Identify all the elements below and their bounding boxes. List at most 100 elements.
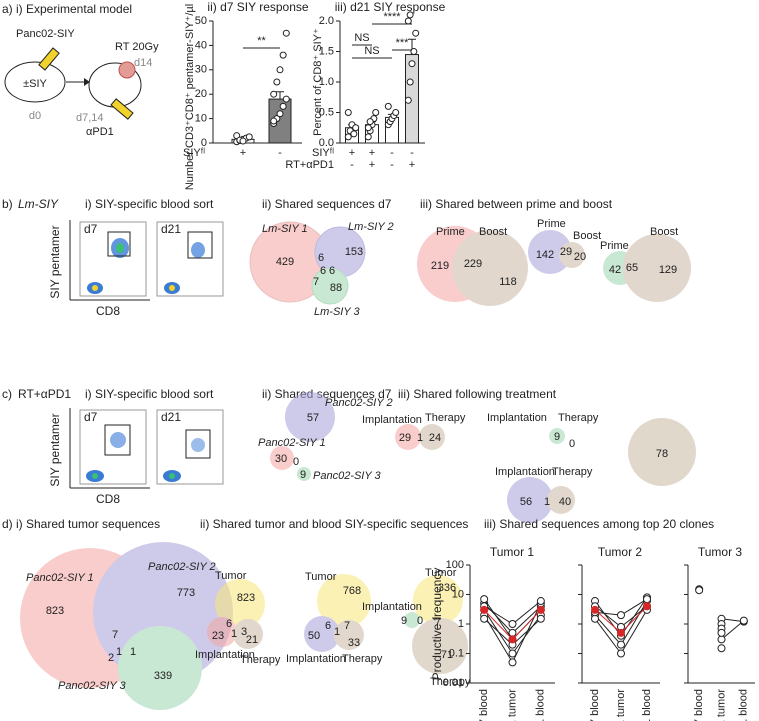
chart-title: Tumor 2 bbox=[598, 545, 643, 559]
data-point bbox=[270, 90, 278, 98]
venn-label: Tumor bbox=[425, 567, 457, 579]
data-point bbox=[536, 597, 545, 606]
venn-label: Panc02-SIY 2 bbox=[325, 397, 393, 409]
y-tick-label: 1 bbox=[458, 618, 464, 630]
x-tick-label: d7 blood bbox=[589, 689, 601, 721]
venn-count: 2 bbox=[108, 652, 114, 664]
venn-count: 229 bbox=[464, 258, 482, 270]
venn-count: 24 bbox=[429, 432, 441, 444]
row-value: + bbox=[369, 147, 375, 159]
venn-count: 7 bbox=[112, 629, 118, 641]
y-axis-label: SIY pentamer bbox=[48, 225, 62, 298]
venn-label: Therapy bbox=[425, 412, 466, 424]
data-point bbox=[480, 595, 489, 604]
x-tick-label: d7 blood bbox=[693, 689, 705, 721]
row-value: - bbox=[410, 147, 414, 159]
venn-count: 6 bbox=[320, 265, 326, 277]
data-point bbox=[276, 66, 284, 74]
y-tick-label: 1.5 bbox=[319, 45, 334, 57]
data-point bbox=[406, 78, 414, 86]
data-point bbox=[617, 611, 625, 620]
row-label: SIYᶠˡ bbox=[312, 147, 334, 159]
data-point bbox=[279, 102, 287, 110]
day-label: d0 bbox=[29, 110, 41, 122]
row-value: - bbox=[390, 147, 394, 159]
row-value: - bbox=[350, 159, 354, 171]
x-axis-label: CD8 bbox=[96, 304, 120, 318]
x-axis-label: CD8 bbox=[96, 492, 120, 506]
venn bbox=[270, 392, 335, 481]
data-point bbox=[245, 133, 253, 141]
row-value: + bbox=[409, 159, 415, 171]
y-axis-label: Productive frequency bbox=[430, 568, 444, 681]
data-point bbox=[617, 640, 625, 649]
venn-count: 773 bbox=[177, 587, 195, 599]
data-point bbox=[364, 124, 372, 132]
x-tick-label: d21 tumor bbox=[615, 689, 627, 721]
venn-count: 0 bbox=[569, 438, 575, 450]
venn-label: Therapy bbox=[342, 653, 383, 665]
data-point bbox=[282, 95, 290, 103]
venn-count: 339 bbox=[154, 670, 172, 682]
venn-count: 6 bbox=[318, 252, 324, 264]
venn-count: 88 bbox=[330, 282, 342, 294]
venn-count: 9 bbox=[554, 431, 560, 443]
venn-count: 1 bbox=[334, 626, 340, 638]
venn-label: Boost bbox=[573, 230, 601, 242]
venn-count: 129 bbox=[659, 264, 677, 276]
section-title: i) SIY-specific blood sort bbox=[85, 197, 214, 211]
venn-label: Panc02-SIY 3 bbox=[58, 680, 127, 692]
venn-count: 1 bbox=[544, 496, 550, 508]
data-point bbox=[408, 60, 416, 68]
venn-count: 42 bbox=[609, 264, 621, 276]
y-tick-label: 1.0 bbox=[319, 76, 334, 88]
venn-count: 9 bbox=[401, 615, 407, 627]
flow-plot bbox=[69, 220, 224, 301]
venn-count: 7 bbox=[435, 616, 441, 628]
row-value: + bbox=[349, 147, 355, 159]
venn-count: 6 bbox=[329, 265, 335, 277]
venn-label: Lm-SIY 3 bbox=[314, 306, 361, 318]
venn-count: 1 bbox=[417, 432, 423, 444]
y-tick-label: 2.0 bbox=[319, 15, 334, 27]
syringe bbox=[38, 47, 60, 71]
row-value: + bbox=[369, 159, 375, 171]
venn-count: 142 bbox=[536, 249, 554, 261]
y-tick-label: 100 bbox=[446, 559, 464, 571]
venn-label: Implantation bbox=[286, 653, 346, 665]
panel-label: c) bbox=[2, 387, 12, 401]
data-point bbox=[239, 137, 247, 145]
venn-count: 0 bbox=[417, 615, 423, 627]
significance-label: *** bbox=[396, 37, 410, 49]
data-point bbox=[270, 117, 278, 125]
data-point bbox=[406, 11, 414, 19]
venn-label: Therapy bbox=[240, 654, 281, 666]
venn-label: Prime bbox=[436, 226, 465, 238]
day-label: d7 bbox=[84, 410, 98, 424]
venn-count: 29 bbox=[560, 246, 572, 258]
data-point bbox=[410, 48, 418, 55]
day-label: d21 bbox=[161, 410, 181, 424]
data-point bbox=[617, 649, 625, 658]
significance-label: ** bbox=[257, 35, 266, 47]
venn-label: Boost bbox=[479, 226, 507, 238]
venn-label: Boost bbox=[650, 226, 678, 238]
panel-label: b) bbox=[2, 197, 13, 211]
venn-count: 6 bbox=[325, 620, 331, 632]
chart-title: Tumor 3 bbox=[698, 545, 743, 559]
venn-label: Lm-SIY 2 bbox=[348, 221, 394, 233]
venn-count: 7 bbox=[313, 276, 319, 288]
chart-title: ii) d7 SIY response bbox=[207, 0, 308, 14]
venn-label: Implantation bbox=[362, 414, 422, 426]
data-point bbox=[617, 628, 625, 637]
venn-label: Implantation bbox=[195, 649, 255, 661]
y-tick-label: 0.1 bbox=[449, 647, 464, 659]
syringe bbox=[110, 98, 134, 120]
y-tick-label: 0 bbox=[201, 137, 207, 149]
venn-count: 768 bbox=[343, 585, 361, 597]
venn-count: 429 bbox=[276, 256, 294, 268]
data-point bbox=[282, 29, 290, 37]
row-value: + bbox=[240, 147, 246, 159]
venn bbox=[417, 226, 691, 306]
data-point bbox=[366, 118, 374, 126]
